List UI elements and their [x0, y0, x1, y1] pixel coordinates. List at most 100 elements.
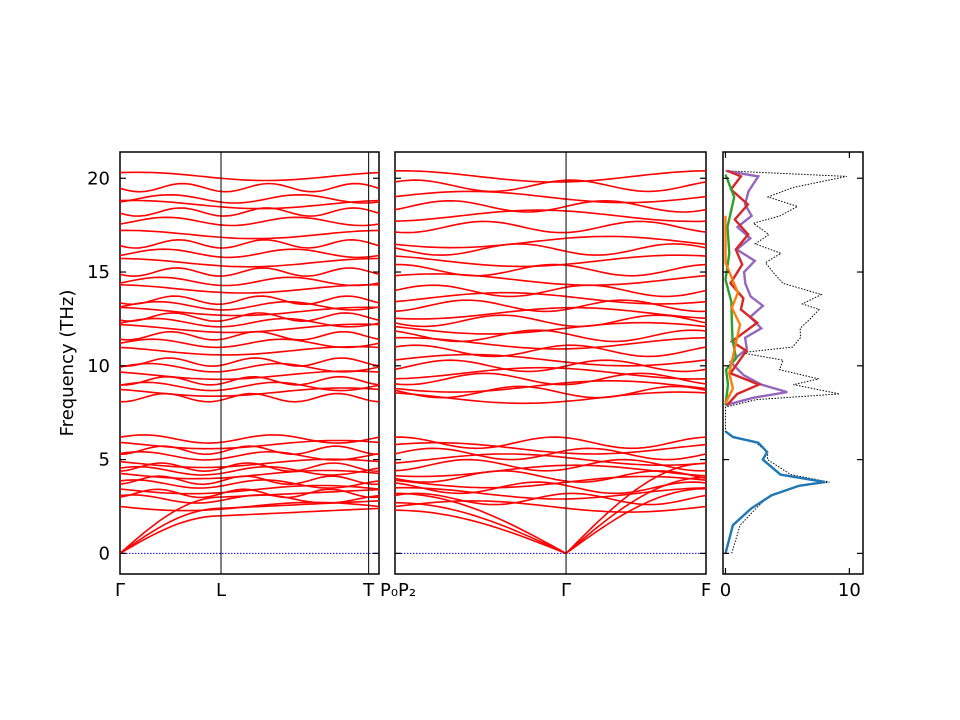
y-axis-label: Frequency (THz): [57, 290, 78, 437]
band-line: [119, 465, 380, 476]
band-line: [394, 447, 707, 461]
band-line: [394, 306, 707, 320]
dos-series-line: [725, 170, 847, 554]
band-line: [394, 453, 707, 467]
band-line: [394, 436, 707, 450]
y-tick-label: 15: [87, 262, 110, 283]
y-tick-label: 20: [87, 168, 110, 189]
band-line: [394, 372, 707, 386]
band-line: [119, 462, 380, 473]
band-line: [394, 284, 707, 298]
x-tick-label: Γ: [115, 580, 125, 601]
band-line: [394, 486, 707, 500]
band-panel-right-frame: [394, 151, 707, 575]
band-line: [395, 170, 707, 183]
band-line: [394, 481, 707, 495]
acoustic-branch: [394, 501, 567, 555]
band-line: [119, 207, 380, 217]
band-line: [394, 359, 707, 373]
right-x-labels: P₀ P₂ Γ F: [380, 152, 711, 601]
band-line: [119, 257, 380, 268]
acoustic-branch: [119, 488, 380, 555]
band-line: [119, 387, 380, 398]
band-line: [119, 484, 380, 495]
right-y-ticks: [395, 177, 706, 554]
band-panel-right: P₀ P₂ Γ F: [380, 151, 711, 601]
band-line: [119, 312, 380, 323]
acoustic-branch: [119, 500, 380, 555]
band-line: [119, 469, 380, 480]
band-line: [119, 182, 380, 193]
band-line: [394, 235, 707, 249]
y-tick-label: 5: [99, 450, 110, 471]
band-line: [394, 314, 707, 328]
band-line: [394, 475, 707, 489]
band-line: [394, 291, 707, 305]
band-line: [394, 500, 707, 513]
dos-ticks: 0 10: [720, 152, 863, 601]
band-line: [119, 295, 380, 306]
band-line: [394, 492, 707, 506]
band-line: [119, 479, 380, 489]
left-y-ticks: 0 5 10 15 20: [87, 168, 379, 564]
band-line: [395, 263, 707, 277]
band-line: [119, 381, 380, 392]
y-tick-label: 0: [99, 543, 110, 564]
x-tick-label: L: [216, 580, 226, 601]
band-line: [119, 357, 380, 368]
band-line: [119, 267, 380, 278]
dos-series-line: [724, 430, 826, 554]
band-line: [394, 385, 707, 399]
dos-series-line: [724, 215, 742, 404]
y-tick-label: 10: [87, 356, 110, 377]
band-line: [394, 458, 707, 472]
band-line: [119, 276, 380, 287]
band-line: [119, 171, 380, 182]
x-tick-label: T: [362, 580, 375, 601]
acoustic-branch: [394, 509, 567, 555]
band-panel-left-frame: [119, 151, 380, 575]
band-line: [119, 338, 380, 349]
band-line: [394, 254, 707, 268]
band-line: [119, 300, 380, 311]
band-line: [394, 220, 707, 234]
dos-curves: [724, 169, 847, 554]
band-line: [394, 243, 707, 256]
acoustic-branch: [565, 487, 707, 555]
band-panel-left: 0 5 10 15 20 Γ L T Frequency (THz): [57, 151, 380, 601]
x-tick-label: P₀: [380, 580, 398, 601]
band-line: [394, 464, 707, 478]
band-line: [119, 193, 380, 204]
right-band-lines: [394, 170, 707, 555]
left-band-lines: [119, 171, 380, 555]
acoustic-branch: [119, 507, 380, 555]
band-line: [120, 229, 380, 240]
dos-series-line: [725, 169, 788, 407]
band-line: [394, 353, 707, 367]
band-line: [394, 366, 707, 380]
band-line: [119, 216, 380, 227]
band-line: [119, 439, 380, 450]
acoustic-branch: [565, 462, 707, 554]
x-tick-label: F: [701, 580, 711, 601]
dos-panel-frame: [722, 151, 864, 575]
x-tick-label: 10: [838, 580, 861, 601]
band-line: [394, 190, 707, 204]
dos-panel: 0 10: [720, 151, 864, 601]
band-line: [394, 329, 707, 343]
band-line: [119, 323, 380, 334]
band-line: [394, 299, 707, 313]
band-line: [394, 321, 707, 335]
band-line: [119, 375, 380, 386]
x-tick-label: 0: [720, 580, 731, 601]
band-line: [119, 283, 379, 294]
x-tick-label: Γ: [561, 580, 571, 601]
band-line: [119, 317, 380, 328]
band-line: [394, 199, 707, 213]
band-line: [119, 450, 380, 461]
band-line: [119, 199, 380, 210]
band-line: [119, 238, 380, 249]
band-line: [394, 344, 707, 358]
